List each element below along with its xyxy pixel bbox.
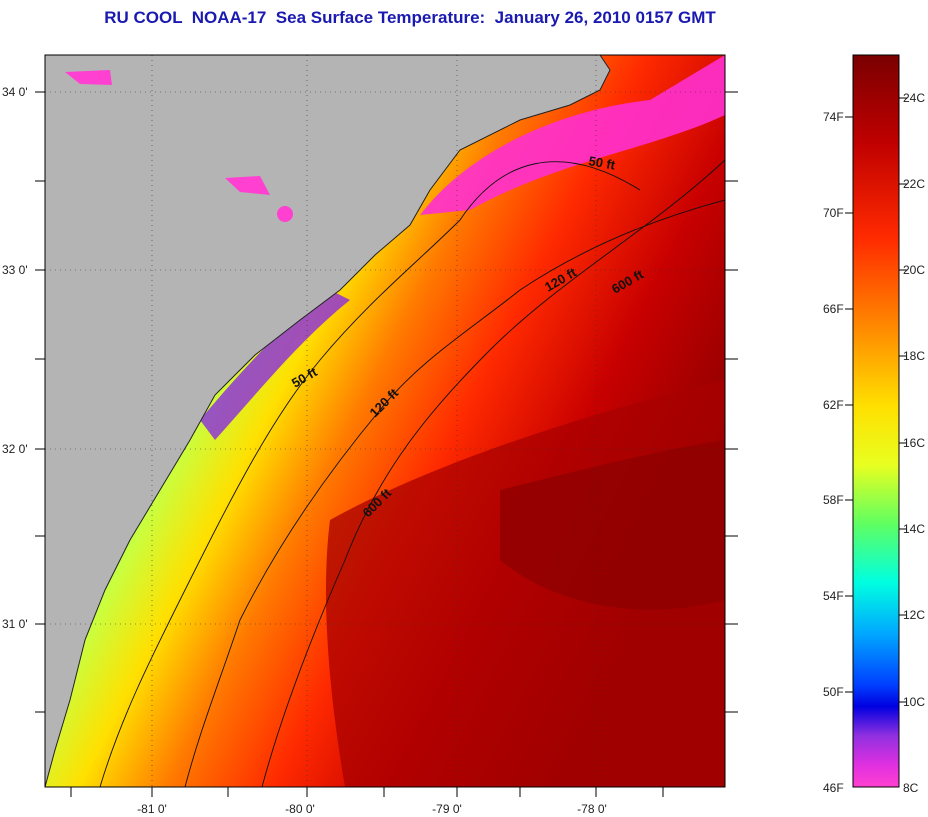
- colorbar-c-label: 12C: [903, 608, 925, 622]
- colorbar-f-label: 62F: [823, 398, 844, 412]
- map-frame: [44, 54, 726, 788]
- lat-label: 31 0': [2, 617, 28, 631]
- map-ticks: [35, 91, 738, 797]
- lon-label: -81 0': [137, 802, 167, 816]
- colorbar-f-label: 46F: [823, 781, 844, 795]
- lat-label: 34 0': [2, 85, 28, 99]
- colorbar: [852, 54, 900, 788]
- map-title: RU COOL NOAA-17 Sea Surface Temperature:…: [104, 8, 716, 27]
- colorbar-c-label: 8C: [903, 781, 919, 795]
- map-area: 50 ft 50 ft 120 ft 120 ft 600 ft 600 ft: [45, 55, 725, 787]
- land-mass: [45, 55, 610, 787]
- colorbar-f-label: 70F: [823, 206, 844, 220]
- colorbar-c-label: 18C: [903, 349, 925, 363]
- colorbar-c-label: 20C: [903, 263, 925, 277]
- colorbar-c-label: 14C: [903, 522, 925, 536]
- colorbar-f-label: 66F: [823, 302, 844, 316]
- colorbar-c-label: 24C: [903, 91, 925, 105]
- lake-marker-2: [225, 176, 270, 195]
- lat-label: 33 0': [2, 263, 28, 277]
- cold-nearshore-north: [420, 55, 725, 215]
- colorbar-f-label: 50F: [823, 685, 844, 699]
- lat-label: 32 0': [2, 442, 28, 456]
- contour-600ft-line: [261, 159, 725, 787]
- graticule: [45, 55, 725, 787]
- coastline: [45, 55, 611, 787]
- gulf-stream-warm-eddy: [500, 440, 725, 610]
- cold-nearshore-mid: [200, 290, 350, 440]
- colorbar-c-label: 22C: [903, 177, 925, 191]
- colorbar-c-label: 10C: [903, 695, 925, 709]
- lon-label: -78 0': [577, 802, 607, 816]
- colorbar-f-label: 54F: [823, 589, 844, 603]
- colorbar-f-label: 74F: [823, 110, 844, 124]
- contour-label: 50 ft: [587, 153, 617, 173]
- lon-label: -79 0': [432, 802, 462, 816]
- colorbar-c-label: 16C: [903, 436, 925, 450]
- lake-marker-1: [65, 70, 112, 85]
- lon-label: -80 0': [285, 802, 315, 816]
- contour-50ft-line: [99, 161, 641, 787]
- contour-120ft-line: [184, 199, 725, 787]
- colorbar-ticks: [845, 97, 907, 703]
- colorbar-f-label: 58F: [823, 493, 844, 507]
- lake-marker-3: [277, 206, 293, 222]
